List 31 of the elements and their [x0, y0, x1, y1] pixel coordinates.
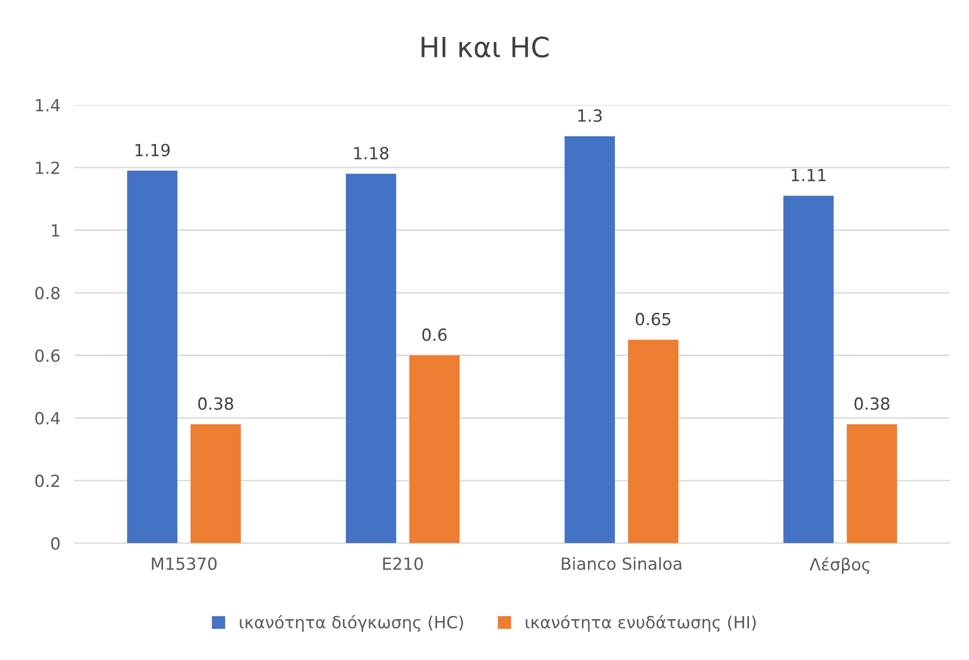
legend-label: ικανότητα ενυδάτωσης (HI) — [526, 614, 756, 632]
x-tick-label: M15370 — [152, 557, 217, 570]
bar — [409, 355, 460, 544]
y-tick-label: 0 — [51, 537, 60, 550]
y-tick-label: 1.4 — [36, 99, 60, 112]
bar — [190, 424, 241, 544]
bar — [846, 424, 898, 544]
y-tick-label: 1.2 — [36, 162, 60, 174]
legend-label: ικανότητα διόγκωσης (HC) — [240, 614, 464, 632]
y-tick-label: 0.8 — [35, 286, 60, 300]
y-tick-label: 0.4 — [35, 412, 60, 425]
x-tick-label: E210 — [383, 557, 423, 570]
y-tick-label: 0.2 — [35, 474, 60, 488]
data-label: 0.65 — [636, 312, 670, 326]
data-label: 1.18 — [354, 146, 388, 160]
data-label: 1.11 — [792, 168, 826, 182]
bar — [127, 170, 178, 544]
y-tick-label: 1 — [52, 224, 60, 236]
data-label: 1.19 — [136, 144, 170, 156]
data-label: 0.6 — [422, 328, 447, 342]
data-label: 1.3 — [578, 109, 602, 122]
bar — [346, 174, 396, 544]
bar — [564, 136, 615, 544]
y-tick-label: 0.6 — [35, 349, 60, 362]
bar — [783, 196, 834, 544]
data-label: 0.38 — [198, 397, 234, 410]
bar — [628, 340, 678, 544]
x-tick-label: Bianco Sinaloa — [562, 557, 682, 570]
chart-title: HI και HC — [422, 36, 549, 58]
x-tick-label: Λέσβος — [810, 557, 870, 574]
data-label: 0.38 — [854, 397, 890, 410]
